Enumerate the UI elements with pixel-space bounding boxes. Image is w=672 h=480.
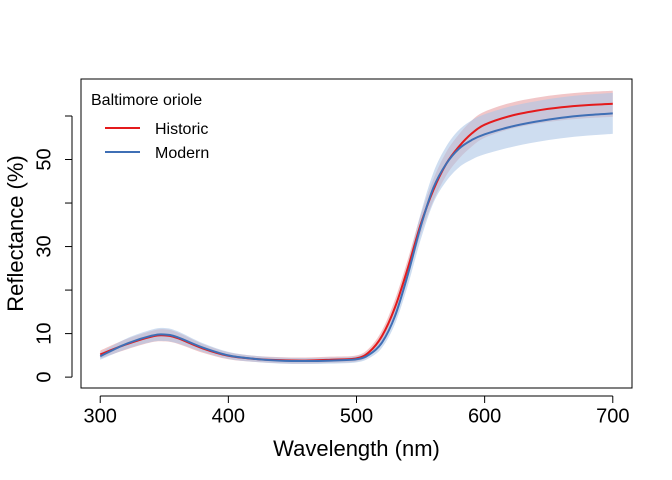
plot-frame [80, 78, 633, 389]
x-tick-label: 700 [596, 405, 629, 427]
series-lines [99, 102, 613, 363]
y-tick-label: 10 [33, 322, 55, 344]
x-tick-label: 300 [84, 405, 117, 427]
y-tick-label: 50 [33, 148, 55, 170]
legend-title: Baltimore oriole [91, 92, 202, 109]
y-axis: 0 10 30 50 [33, 115, 73, 383]
series-line-historic [99, 102, 613, 362]
x-axis-title: Wavelength (nm) [273, 436, 440, 461]
x-tick-label: 500 [340, 405, 373, 427]
legend: Baltimore oriole Historic Modern [91, 92, 209, 162]
series-line-modern [99, 112, 613, 363]
legend-label-historic: Historic [155, 121, 208, 138]
x-tick-label: 400 [212, 405, 245, 427]
y-tick-label: 30 [33, 235, 55, 257]
x-tick-label: 600 [468, 405, 501, 427]
legend-label-modern: Modern [155, 145, 209, 162]
y-tick-label: 0 [33, 372, 55, 383]
y-axis-title: Reflectance (%) [3, 155, 28, 312]
x-axis: 300 400 500 600 700 [84, 395, 629, 427]
